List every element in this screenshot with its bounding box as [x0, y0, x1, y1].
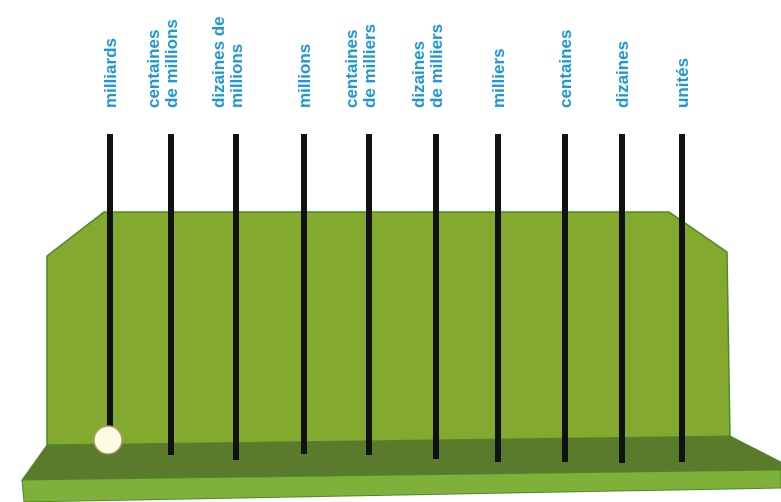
label-line: centaines [144, 30, 163, 108]
label-millions: millions [295, 44, 314, 108]
label-dizaines-de-millions: dizaines demillions [209, 16, 246, 108]
label-line: dizaines [613, 41, 632, 108]
label-line: millions [227, 44, 246, 108]
label-centaines: centaines [556, 30, 575, 108]
rod-milliards [107, 134, 113, 430]
bead [93, 425, 123, 455]
rod-centaines [562, 134, 568, 462]
back-panel [46, 211, 731, 446]
label-centaines-de-milliers: centainesde milliers [342, 24, 379, 108]
label-dizaines-de-milliers: dizainesde milliers [409, 24, 446, 108]
label-line: unités [673, 58, 692, 108]
label-line: milliers [489, 48, 508, 108]
rod-centaines-de-milliers [366, 134, 372, 455]
label-unites: unités [673, 58, 692, 108]
label-line: millions [295, 44, 314, 108]
label-milliards: milliards [101, 38, 120, 108]
rod-dizaines-de-milliers [433, 134, 439, 459]
label-dizaines: dizaines [613, 41, 632, 108]
rod-millions [301, 134, 307, 454]
base-front [21, 469, 781, 502]
label-line: dizaines de [209, 16, 228, 108]
rod-centaines-de-millions [168, 134, 174, 455]
rod-dizaines-de-millions [233, 134, 239, 460]
label-line: de milliers [427, 24, 446, 108]
base-top [21, 435, 781, 481]
label-line: dizaines [409, 41, 428, 108]
label-line: de milliers [360, 24, 379, 108]
label-centaines-de-millions: centainesde millions [144, 19, 181, 108]
rod-milliers [495, 134, 501, 462]
rod-dizaines [619, 134, 625, 463]
label-line: centaines [342, 30, 361, 108]
label-line: centaines [556, 30, 575, 108]
rod-unites [679, 134, 685, 462]
label-milliers: milliers [489, 48, 508, 108]
label-line: milliards [101, 38, 120, 108]
label-line: de millions [162, 19, 181, 108]
